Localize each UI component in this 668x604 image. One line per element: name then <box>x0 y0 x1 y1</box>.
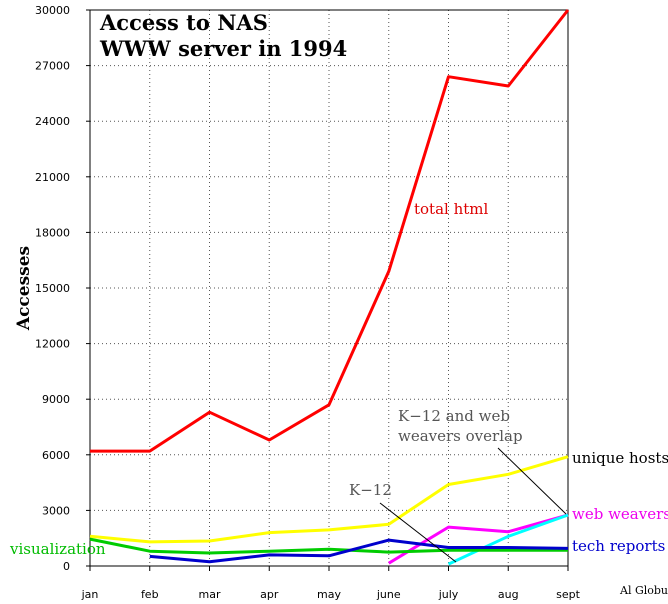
y-axis-label: Accesses <box>14 246 34 331</box>
y-tick-label: 30000 <box>35 4 70 17</box>
series-lines <box>89 9 570 566</box>
label-web-weavers: web weavers <box>572 505 668 523</box>
x-tick-label: june <box>376 588 401 601</box>
y-tick-label: 0 <box>63 560 70 573</box>
annotation-overlap-line-1: K−12 and web <box>398 407 510 425</box>
y-tick-label: 12000 <box>35 338 70 351</box>
annotation-overlap-line-2: weavers overlap <box>398 427 523 445</box>
y-tick-label: 3000 <box>42 504 70 517</box>
label-tech-reports: tech reports <box>572 537 665 555</box>
x-tick-label: sept <box>556 588 580 601</box>
label-unique-hosts: unique hosts <box>572 449 668 467</box>
x-tick-label: feb <box>141 588 159 601</box>
series-line-web-weavers <box>388 513 569 565</box>
annotation-k12: K−12 <box>349 481 392 499</box>
annotation-k12-pointer <box>379 502 457 563</box>
x-tick-label: july <box>438 588 459 601</box>
x-axis: jan feb mar apr may june july aug sept <box>81 566 581 601</box>
credit-text: Al Globus <box>619 584 668 597</box>
y-tick-label: 15000 <box>35 282 70 295</box>
label-total-html: total html <box>414 200 489 218</box>
series-line-unique-hosts <box>89 455 569 544</box>
y-tick-label: 24000 <box>35 115 70 128</box>
x-tick-label: apr <box>260 588 279 601</box>
y-tick-label: 21000 <box>35 171 70 184</box>
grid-lines <box>90 10 568 566</box>
chart-title-line-2: WWW server in 1994 <box>99 36 347 61</box>
y-axis: 0 3000 6000 9000 12000 15000 18000 21000 24000 27… <box>35 4 90 573</box>
series-line-visualization <box>89 537 568 555</box>
y-tick-label: 27000 <box>35 60 70 73</box>
x-tick-label: may <box>317 588 341 601</box>
series-line-tech-reports <box>149 538 569 564</box>
x-tick-label: jan <box>81 588 99 601</box>
x-tick-label: aug <box>498 588 519 601</box>
chart-title-line-1: Access to NAS <box>99 10 268 35</box>
x-tick-label: mar <box>199 588 221 601</box>
y-tick-label: 6000 <box>42 449 70 462</box>
label-visualization: visualization <box>9 540 106 558</box>
annotation-overlap-pointer <box>497 447 567 515</box>
series-line-k-12 <box>447 513 569 566</box>
y-tick-label: 9000 <box>42 393 70 406</box>
y-tick-label: 18000 <box>35 226 70 239</box>
series-line-total-html <box>90 9 570 453</box>
